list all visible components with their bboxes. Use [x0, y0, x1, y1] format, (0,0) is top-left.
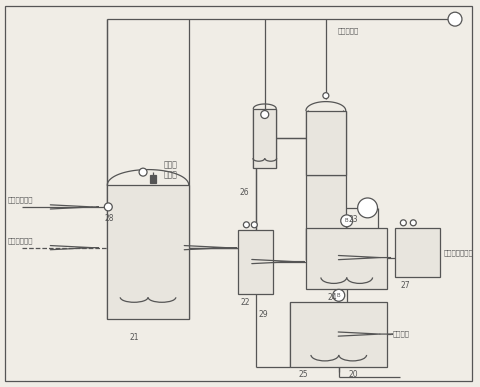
Text: 自来水管网: 自来水管网: [338, 28, 359, 34]
Text: B: B: [345, 218, 348, 223]
Bar: [306, 228, 387, 289]
Text: 铝酸钙
加料口: 铝酸钙 加料口: [164, 161, 178, 180]
Bar: [396, 228, 440, 277]
Bar: [253, 109, 276, 168]
Text: 23: 23: [348, 215, 359, 224]
Text: 29: 29: [258, 310, 268, 319]
Text: B: B: [337, 293, 341, 298]
Circle shape: [448, 12, 462, 26]
Circle shape: [358, 198, 377, 218]
Text: 26: 26: [240, 188, 249, 197]
Circle shape: [400, 220, 407, 226]
Circle shape: [341, 215, 353, 227]
Text: 25: 25: [298, 370, 308, 379]
Circle shape: [333, 289, 345, 301]
Text: 24: 24: [328, 293, 337, 302]
Bar: [306, 175, 346, 248]
Circle shape: [261, 111, 269, 118]
Text: 去干燥液高位罐: 去干燥液高位罐: [444, 249, 474, 256]
Text: 22: 22: [240, 298, 250, 307]
Bar: [108, 185, 189, 319]
Text: 去反应池: 去反应池: [393, 331, 409, 337]
Text: 21: 21: [129, 332, 139, 342]
Bar: [239, 230, 273, 295]
Circle shape: [243, 222, 249, 228]
Bar: [290, 302, 387, 367]
Text: 来自一步液池: 来自一步液池: [8, 197, 34, 203]
Bar: [306, 111, 346, 175]
Text: 20: 20: [348, 370, 359, 379]
Circle shape: [139, 168, 147, 176]
Text: 28: 28: [104, 214, 114, 223]
Text: 27: 27: [400, 281, 410, 290]
Text: 来自余热锅炉: 来自余热锅炉: [8, 237, 34, 244]
Bar: [150, 175, 156, 183]
Circle shape: [252, 222, 257, 228]
Circle shape: [410, 220, 416, 226]
Circle shape: [323, 92, 329, 99]
Circle shape: [104, 203, 112, 211]
